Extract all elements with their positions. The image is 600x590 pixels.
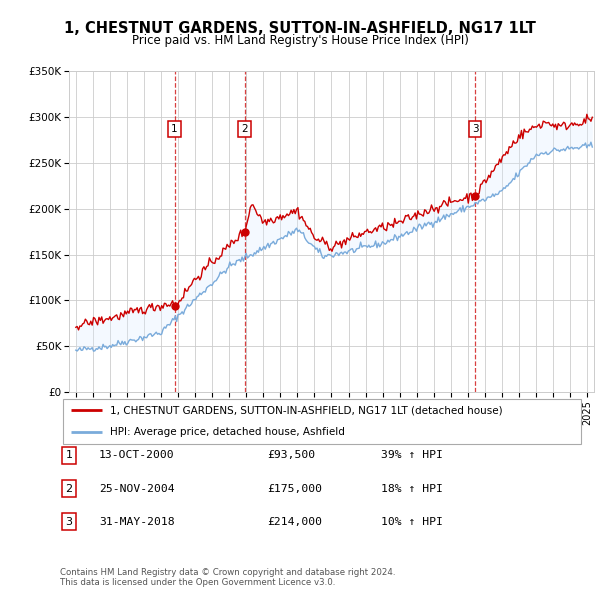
Text: £214,000: £214,000	[267, 517, 322, 526]
Text: 1, CHESTNUT GARDENS, SUTTON-IN-ASHFIELD, NG17 1LT (detached house): 1, CHESTNUT GARDENS, SUTTON-IN-ASHFIELD,…	[110, 405, 503, 415]
FancyBboxPatch shape	[62, 399, 581, 444]
Text: HPI: Average price, detached house, Ashfield: HPI: Average price, detached house, Ashf…	[110, 427, 345, 437]
Text: 31-MAY-2018: 31-MAY-2018	[99, 517, 175, 526]
Text: £175,000: £175,000	[267, 484, 322, 493]
Text: 10% ↑ HPI: 10% ↑ HPI	[381, 517, 443, 526]
Text: Price paid vs. HM Land Registry's House Price Index (HPI): Price paid vs. HM Land Registry's House …	[131, 34, 469, 47]
Text: 2: 2	[241, 124, 248, 134]
Text: 2: 2	[65, 484, 73, 493]
Text: Contains HM Land Registry data © Crown copyright and database right 2024.
This d: Contains HM Land Registry data © Crown c…	[60, 568, 395, 587]
Text: 13-OCT-2000: 13-OCT-2000	[99, 451, 175, 460]
Text: 1: 1	[65, 451, 73, 460]
Text: 18% ↑ HPI: 18% ↑ HPI	[381, 484, 443, 493]
Text: £93,500: £93,500	[267, 451, 315, 460]
Text: 3: 3	[65, 517, 73, 526]
Text: 39% ↑ HPI: 39% ↑ HPI	[381, 451, 443, 460]
Text: 3: 3	[472, 124, 478, 134]
Text: 25-NOV-2004: 25-NOV-2004	[99, 484, 175, 493]
Text: 1: 1	[171, 124, 178, 134]
Text: 1, CHESTNUT GARDENS, SUTTON-IN-ASHFIELD, NG17 1LT: 1, CHESTNUT GARDENS, SUTTON-IN-ASHFIELD,…	[64, 21, 536, 35]
